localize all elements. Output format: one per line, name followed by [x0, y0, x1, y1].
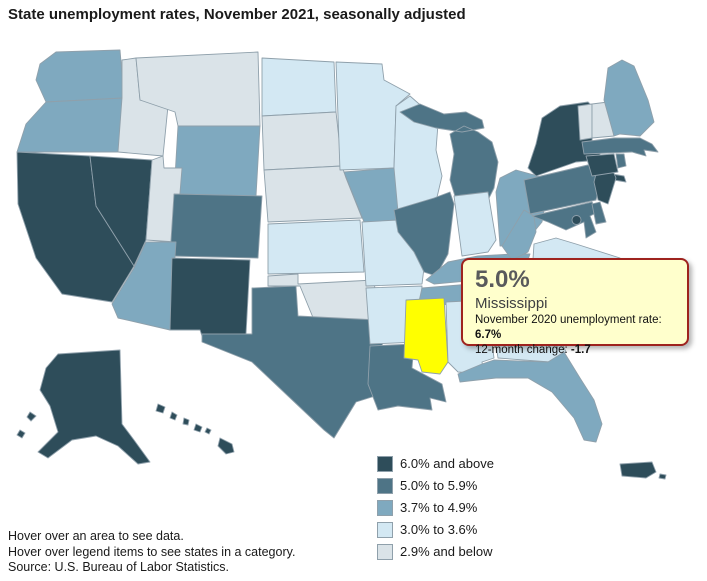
state-ak[interactable]: Alaska [16, 349, 151, 465]
footer-line-0: Hover over an area to see data. [8, 529, 184, 543]
legend-swatch [377, 499, 393, 516]
legend-swatch [377, 455, 393, 472]
legend-item-3[interactable]: 3.0% to 3.6% [377, 521, 494, 538]
state-ct[interactable]: Connecticut [585, 153, 619, 177]
states-layer: WashingtonOregonCaliforniaNevadaIdahoMon… [16, 49, 667, 480]
legend-swatch [377, 477, 393, 494]
legend-item-2[interactable]: 3.7% to 4.9% [377, 499, 494, 516]
state-ma[interactable]: Massachusetts [581, 137, 659, 157]
tooltip-change-value: -1.7 [570, 344, 591, 356]
state-ms[interactable]: Mississippi [403, 297, 449, 375]
state-dc[interactable]: District of Columbia [571, 215, 582, 225]
tooltip-change-line: 12-month change: -1.7 [475, 343, 675, 358]
state-vt[interactable]: Vermont [577, 103, 593, 141]
state-az[interactable]: Arizona [111, 241, 177, 331]
legend-label: 2.9% and below [400, 544, 493, 559]
page-title: State unemployment rates, November 2021,… [8, 6, 466, 23]
state-nm[interactable]: New Mexico [169, 257, 251, 337]
state-ks[interactable]: Kansas [267, 219, 365, 275]
state-tx[interactable]: Texas [201, 285, 399, 439]
footer-notes: Hover over an area to see data. Hover ove… [8, 529, 295, 576]
state-ri[interactable]: Rhode Island [615, 153, 627, 169]
state-mn[interactable]: Minnesota [335, 61, 411, 171]
state-wy[interactable]: Wyoming [173, 125, 261, 197]
legend-swatch [377, 543, 393, 560]
tooltip-previous-rate-label: November 2020 unemployment rate: [475, 314, 662, 326]
legend-item-1[interactable]: 5.0% to 5.9% [377, 477, 494, 494]
map-legend: 6.0% and above 5.0% to 5.9% 3.7% to 4.9% 3.… [377, 455, 494, 565]
state-fl[interactable]: Florida [457, 351, 603, 443]
footer-line-1: Hover over legend items to see states in… [8, 544, 296, 559]
state-wa[interactable]: Washington [35, 49, 125, 103]
tooltip-rate: 5.0% [475, 266, 530, 293]
state-or[interactable]: Oregon [16, 97, 125, 153]
map-tooltip: 5.0% Mississippi November 2020 unemploym… [461, 258, 689, 356]
state-la[interactable]: Louisiana [367, 343, 447, 411]
state-mi[interactable]: Michigan [399, 103, 499, 207]
legend-item-0[interactable]: 6.0% and above [377, 455, 494, 472]
legend-label: 6.0% and above [400, 456, 494, 471]
state-pr[interactable]: Puerto Rico [619, 461, 667, 480]
tooltip-previous-rate-value: 6.7% [475, 329, 502, 341]
tooltip-change-label: 12-month change: [475, 344, 571, 356]
legend-item-4[interactable]: 2.9% and below [377, 543, 494, 560]
legend-label: 3.0% to 3.6% [400, 522, 478, 537]
state-nv[interactable]: Nevada [89, 155, 153, 267]
state-sd[interactable]: South Dakota [261, 111, 343, 171]
legend-label: 5.0% to 5.9% [400, 478, 478, 493]
footer-line-2: Source: U.S. Bureau of Labor Statistics. [8, 560, 229, 574]
state-nd[interactable]: North Dakota [261, 57, 337, 117]
state-de[interactable]: Delaware [591, 201, 607, 225]
legend-swatch [377, 521, 393, 538]
legend-label: 3.7% to 4.9% [400, 500, 478, 515]
state-me[interactable]: Maine [603, 59, 655, 137]
state-il[interactable]: Illinois [393, 191, 455, 277]
state-co[interactable]: Colorado [169, 193, 263, 259]
tooltip-state-name: Mississippi [475, 295, 548, 312]
state-hi[interactable]: Hawaii [155, 403, 235, 455]
tooltip-previous-rate-line: November 2020 unemployment rate: 6.7% [475, 313, 675, 343]
state-in[interactable]: Indiana [453, 191, 497, 257]
